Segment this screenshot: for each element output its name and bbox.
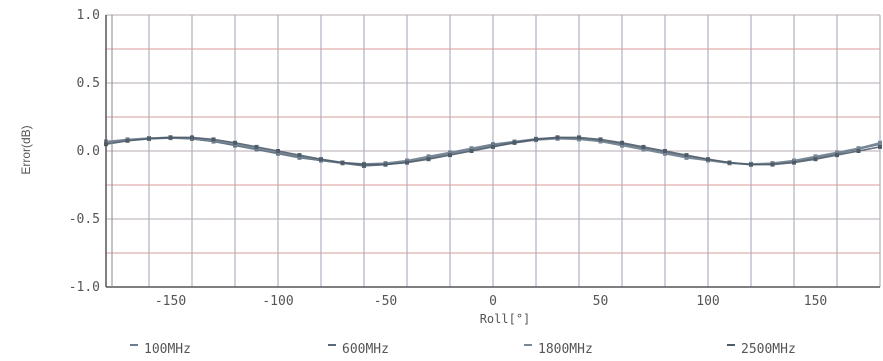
series-group [104,135,882,168]
data-point-2500MHz [598,137,603,142]
y-tick-label: 0.0 [77,144,100,159]
data-point-1800MHz [792,158,796,163]
legend-label-100MHz: 100MHz [144,342,191,357]
y-tick-label: 0.5 [77,76,100,91]
data-point-2500MHz [297,153,302,158]
data-point-2500MHz [727,160,732,165]
legend-label-1800MHz: 1800MHz [538,342,593,357]
data-point-2500MHz [319,157,323,162]
data-point-2500MHz [125,138,130,143]
data-point-2500MHz [577,135,581,140]
data-point-1800MHz [878,141,882,146]
legend-label-600MHz: 600MHz [342,342,389,357]
data-point-2500MHz [362,162,366,167]
data-point-2500MHz [835,153,839,158]
data-point-2500MHz [620,140,624,145]
data-point-2500MHz [749,162,753,167]
y-axis-label: Error(dB) [19,125,33,174]
data-point-1800MHz [835,151,839,155]
data-point-2500MHz [190,135,194,140]
data-point-2500MHz [512,140,517,145]
data-point-2500MHz [276,149,280,153]
data-point-2500MHz [770,162,775,167]
legend-label-2500MHz: 2500MHz [741,342,796,357]
data-point-2500MHz [211,137,216,142]
data-point-2500MHz [663,149,667,153]
legend: 100MHz 600MHz 1800MHz 2500MHz [130,342,796,357]
data-point-2500MHz [448,153,452,158]
tick-labels: 1.0 0.5 0.0 -0.5 -1.0 -150 -100 -50 0 50 100 150 [69,8,828,309]
x-tick-label: -150 [155,294,186,309]
data-point-2500MHz [383,162,388,167]
data-point-1800MHz [598,139,603,144]
data-point-1800MHz [856,146,861,151]
data-point-2500MHz [491,144,495,149]
data-point-1800MHz [641,147,646,151]
data-point-2500MHz [534,137,538,142]
data-point-2500MHz [555,135,560,140]
x-tick-label: -50 [374,294,397,309]
x-axis-label: Roll[°] [480,312,531,326]
y-tick-label: -1.0 [69,280,100,295]
data-point-2500MHz [469,149,474,153]
data-point-2500MHz [641,144,646,149]
x-tick-label: -100 [262,294,293,309]
data-point-2500MHz [233,140,237,145]
x-tick-label: 100 [696,294,719,309]
data-point-2500MHz [878,144,882,149]
data-point-2500MHz [254,144,259,149]
data-point-2500MHz [168,135,173,140]
data-point-2500MHz [405,160,409,165]
data-point-2500MHz [706,157,710,162]
data-point-2500MHz [426,157,431,162]
data-point-2500MHz [684,153,689,158]
data-point-1800MHz [813,155,818,160]
data-point-1800MHz [620,142,624,147]
data-point-2500MHz [340,160,345,165]
x-tick-label: 0 [489,294,497,309]
y-tick-label: -0.5 [69,212,100,227]
y-tick-label: 1.0 [77,8,100,23]
axes [105,15,880,288]
x-tick-label: 50 [593,294,609,309]
data-point-2500MHz [792,160,796,165]
grid [106,14,881,288]
x-tick-label: 150 [804,294,827,309]
data-point-2500MHz [813,157,818,162]
data-point-2500MHz [856,149,861,153]
data-point-2500MHz [147,136,151,141]
